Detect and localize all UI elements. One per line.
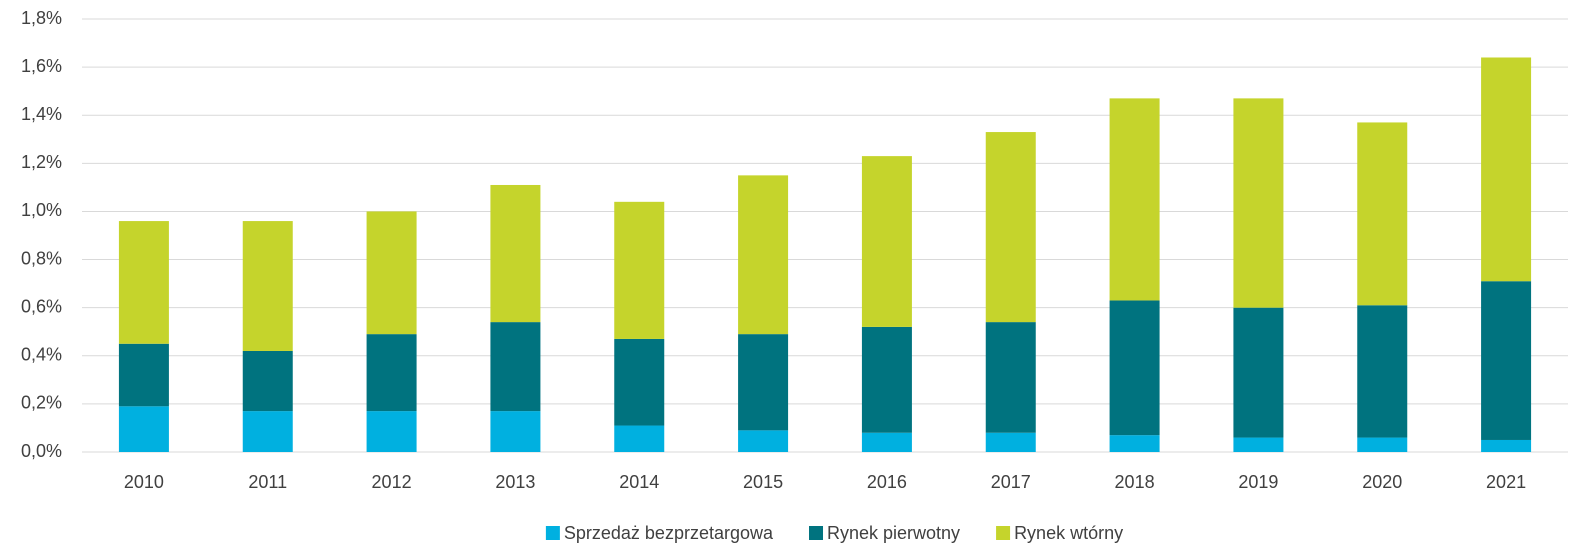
bar-segment: [118, 343, 169, 407]
bar-segment: [738, 430, 789, 452]
bar-segment: [1233, 437, 1284, 452]
bar-segment: [985, 132, 1036, 323]
legend-label: Sprzedaż bezprzetargowa: [564, 523, 774, 543]
bar-segment: [1357, 437, 1408, 452]
y-tick-label: 1,6%: [21, 56, 62, 76]
x-tick-label: 2011: [248, 472, 287, 492]
bar-segment: [738, 334, 789, 431]
y-tick-label: 1,4%: [21, 104, 62, 124]
x-tick-label: 2018: [1115, 472, 1155, 492]
bar-segment: [118, 221, 169, 344]
bar-segment: [242, 221, 293, 351]
bar-segment: [1357, 122, 1408, 306]
bar-segment: [242, 350, 293, 412]
bar-segment: [1109, 98, 1160, 301]
y-tick-label: 0,4%: [21, 345, 62, 365]
bar-segment: [1481, 439, 1532, 452]
y-tick-label: 0,0%: [21, 441, 62, 461]
bar-segment: [242, 411, 293, 452]
x-tick-label: 2017: [991, 472, 1031, 492]
bar-segment: [861, 156, 912, 327]
bar-segment: [861, 432, 912, 452]
bar-segment: [738, 175, 789, 335]
bar-segment: [1109, 435, 1160, 452]
bar-segment: [366, 211, 417, 335]
bar-segment: [366, 334, 417, 412]
x-tick-label: 2016: [867, 472, 907, 492]
x-tick-label: 2012: [372, 472, 412, 492]
bar-segment: [985, 432, 1036, 452]
legend-swatch: [809, 526, 824, 540]
bar-segment: [985, 322, 1036, 433]
x-tick-label: 2021: [1486, 472, 1526, 492]
x-tick-label: 2019: [1238, 472, 1278, 492]
bar-segment: [366, 411, 417, 452]
y-tick-label: 0,8%: [21, 248, 62, 268]
y-tick-label: 1,8%: [21, 8, 62, 28]
legend-swatch: [996, 526, 1011, 540]
bar-segment: [614, 338, 665, 426]
x-tick-label: 2013: [495, 472, 535, 492]
bar-segment: [490, 411, 541, 452]
legend-label: Rynek pierwotny: [827, 523, 960, 543]
x-tick-label: 2010: [124, 472, 164, 492]
y-tick-label: 1,2%: [21, 152, 62, 172]
bar-segment: [614, 201, 665, 339]
x-tick-label: 2015: [743, 472, 783, 492]
bar-segment: [861, 326, 912, 433]
bar-segment: [490, 184, 541, 323]
legend-swatch: [545, 526, 560, 540]
x-tick-label: 2014: [619, 472, 659, 492]
legend-label: Rynek wtórny: [1014, 523, 1123, 543]
bar-segment: [490, 322, 541, 412]
bar-segment: [1357, 305, 1408, 438]
bar-segment: [118, 406, 169, 452]
bar-segment: [1233, 307, 1284, 438]
bar-segment: [1233, 98, 1284, 308]
y-tick-label: 0,6%: [21, 296, 62, 316]
bar-segment: [1109, 300, 1160, 436]
y-tick-label: 1,0%: [21, 200, 62, 220]
y-tick-label: 0,2%: [21, 393, 62, 413]
bar-segment: [1481, 57, 1532, 282]
bar-segment: [1481, 281, 1532, 440]
x-tick-label: 2020: [1362, 472, 1402, 492]
bar-segment: [614, 425, 665, 452]
